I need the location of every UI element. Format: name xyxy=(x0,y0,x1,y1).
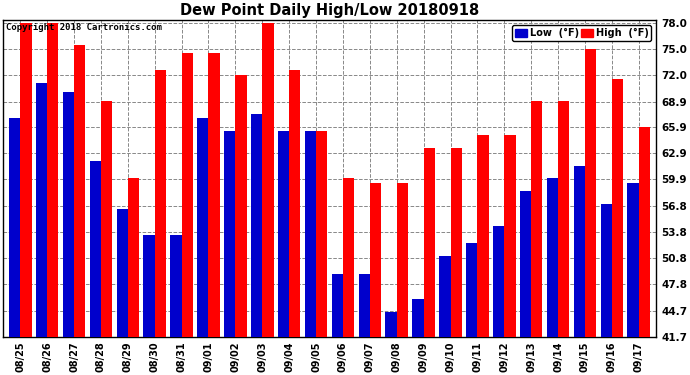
Bar xyxy=(208,53,220,337)
Bar xyxy=(235,75,247,337)
Bar xyxy=(451,148,462,337)
Text: Copyright 2018 Cartronics.com: Copyright 2018 Cartronics.com xyxy=(6,24,162,33)
Bar xyxy=(155,70,166,337)
Bar xyxy=(477,135,489,337)
Bar xyxy=(262,23,273,337)
Bar xyxy=(573,165,585,337)
Bar xyxy=(585,49,596,337)
Bar xyxy=(612,79,623,337)
Bar xyxy=(36,83,47,337)
Bar xyxy=(466,243,477,337)
Bar xyxy=(197,118,208,337)
Bar xyxy=(90,161,101,337)
Bar xyxy=(370,183,381,337)
Bar xyxy=(424,148,435,337)
Bar xyxy=(224,131,235,337)
Bar xyxy=(305,131,316,337)
Bar xyxy=(627,183,639,337)
Title: Dew Point Daily High/Low 20180918: Dew Point Daily High/Low 20180918 xyxy=(180,3,479,18)
Bar xyxy=(128,178,139,337)
Bar xyxy=(639,127,650,337)
Bar xyxy=(397,183,408,337)
Bar xyxy=(289,70,300,337)
Bar xyxy=(386,312,397,337)
Bar xyxy=(546,178,558,337)
Bar xyxy=(504,135,515,337)
Bar xyxy=(47,23,59,337)
Bar xyxy=(332,273,343,337)
Bar xyxy=(600,204,612,337)
Bar xyxy=(170,235,181,337)
Bar xyxy=(74,45,86,337)
Bar xyxy=(359,273,370,337)
Bar xyxy=(343,178,354,337)
Legend: Low  (°F), High  (°F): Low (°F), High (°F) xyxy=(513,25,651,41)
Bar xyxy=(531,101,542,337)
Bar xyxy=(520,191,531,337)
Bar xyxy=(558,101,569,337)
Bar xyxy=(20,23,32,337)
Bar xyxy=(440,256,451,337)
Bar xyxy=(251,114,262,337)
Bar xyxy=(101,101,112,337)
Bar xyxy=(278,131,289,337)
Bar xyxy=(413,300,424,337)
Bar xyxy=(493,226,504,337)
Bar xyxy=(9,118,20,337)
Bar xyxy=(316,131,327,337)
Bar xyxy=(144,235,155,337)
Bar xyxy=(181,53,193,337)
Bar xyxy=(117,209,128,337)
Bar xyxy=(63,92,74,337)
